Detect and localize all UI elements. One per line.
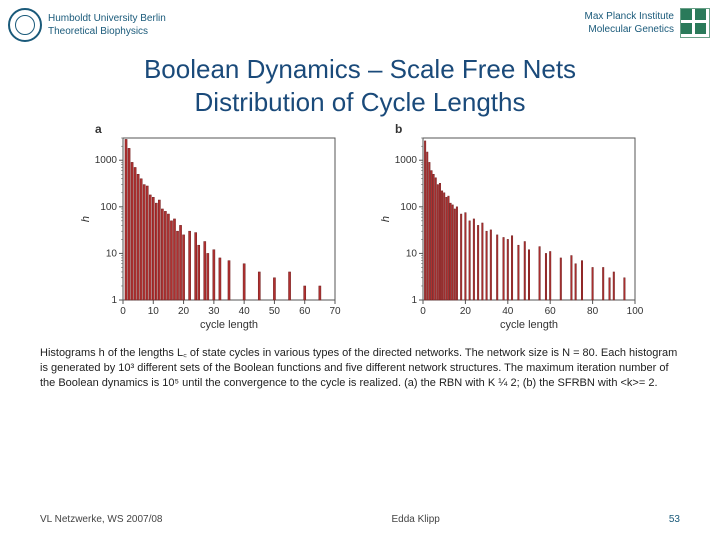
footer-left: VL Netzwerke, WS 2007/08 (40, 514, 162, 525)
svg-text:cycle length: cycle length (500, 319, 558, 331)
histogram-b: 0 20 40 60 80 100 1 10 100 1000 cycle length h (375, 124, 645, 334)
svg-text:1: 1 (111, 295, 117, 306)
svg-text:1000: 1000 (395, 155, 418, 166)
slide-header: Humboldt University Berlin Theoretical B… (0, 0, 720, 46)
chart-panel-b: b 0 20 40 60 80 100 1 10 100 1000 cycle length h (375, 124, 645, 334)
svg-text:10: 10 (106, 248, 118, 259)
svg-text:10: 10 (148, 306, 160, 317)
svg-text:100: 100 (100, 202, 117, 213)
svg-text:100: 100 (627, 306, 644, 317)
title-block: Boolean Dynamics – Scale Free Nets Distr… (0, 54, 720, 118)
svg-text:80: 80 (587, 306, 599, 317)
svg-text:20: 20 (460, 306, 472, 317)
title-line1: Boolean Dynamics – Scale Free Nets (0, 54, 720, 85)
panel-letter-b: b (395, 122, 402, 136)
header-right-line1: Max Planck Institute (585, 10, 674, 23)
chart-panel-a: a 0 10 20 30 40 50 60 70 1 10 100 1000 cycle length h (75, 124, 345, 334)
svg-text:70: 70 (329, 306, 341, 317)
mpi-logo-icon (680, 8, 710, 38)
svg-text:100: 100 (400, 202, 417, 213)
svg-text:h: h (380, 216, 392, 222)
svg-text:30: 30 (208, 306, 220, 317)
svg-text:20: 20 (178, 306, 190, 317)
header-right: Max Planck Institute Molecular Genetics (585, 8, 710, 38)
title-line2: Distribution of Cycle Lengths (0, 87, 720, 118)
slide-footer: VL Netzwerke, WS 2007/08 Edda Klipp 53 (0, 514, 720, 525)
svg-text:40: 40 (502, 306, 514, 317)
histogram-a: 0 10 20 30 40 50 60 70 1 10 100 1000 cycle length h (75, 124, 345, 334)
svg-text:0: 0 (120, 306, 126, 317)
footer-page-number: 53 (669, 514, 680, 525)
hu-logo-icon (8, 8, 42, 42)
svg-text:60: 60 (299, 306, 311, 317)
header-left-line2: Theoretical Biophysics (48, 25, 166, 38)
panel-letter-a: a (95, 122, 102, 136)
svg-text:1000: 1000 (95, 155, 118, 166)
svg-text:cycle length: cycle length (200, 319, 258, 331)
header-left: Humboldt University Berlin Theoretical B… (8, 8, 166, 42)
svg-text:1: 1 (411, 295, 417, 306)
header-right-line2: Molecular Genetics (585, 23, 674, 36)
footer-center: Edda Klipp (391, 514, 439, 525)
svg-text:40: 40 (239, 306, 251, 317)
svg-text:h: h (80, 216, 92, 222)
header-left-line1: Humboldt University Berlin (48, 12, 166, 25)
svg-text:0: 0 (420, 306, 426, 317)
caption-text: Histograms h of the lengths L꜀ of state … (0, 334, 720, 391)
svg-text:50: 50 (269, 306, 281, 317)
svg-text:60: 60 (545, 306, 557, 317)
svg-text:10: 10 (406, 248, 418, 259)
charts-row: a 0102030405060701101001000cycle lengthh… (0, 124, 720, 334)
